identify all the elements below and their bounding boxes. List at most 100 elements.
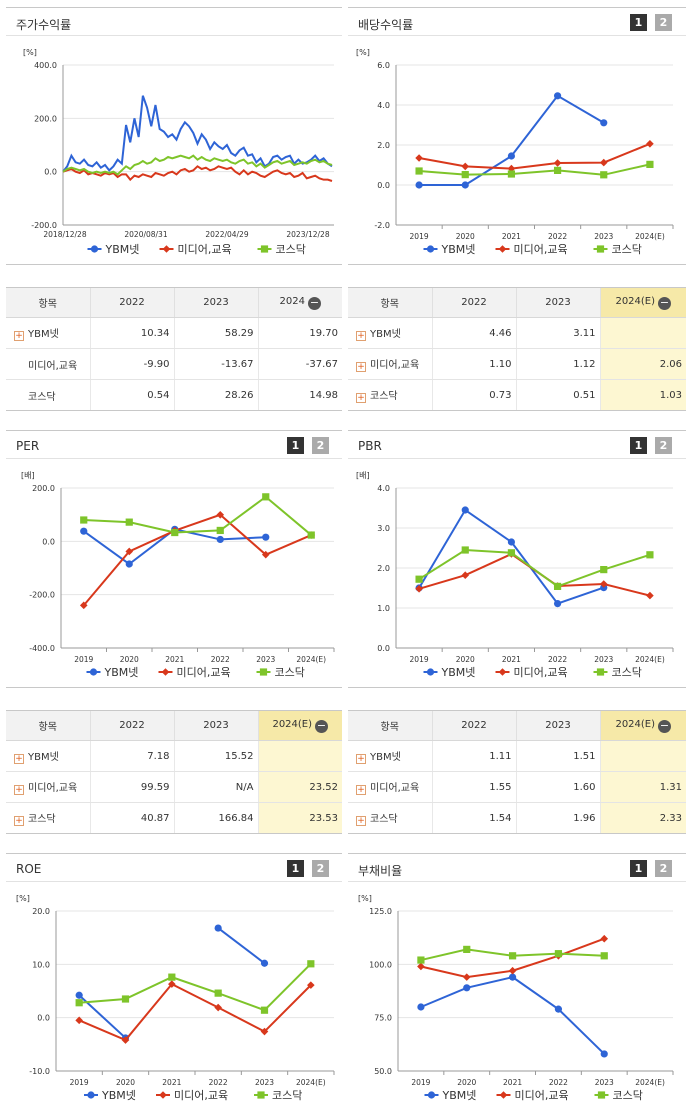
data-point[interactable] xyxy=(554,950,563,958)
expand-icon[interactable]: + xyxy=(14,754,24,764)
data-point[interactable] xyxy=(79,601,88,610)
data-point[interactable] xyxy=(417,956,425,964)
data-point[interactable] xyxy=(646,591,654,600)
page-button-1[interactable]: 1 xyxy=(287,437,304,454)
data-point[interactable] xyxy=(75,999,83,1007)
page-button-2[interactable]: 2 xyxy=(655,437,672,454)
page-button-1[interactable]: 1 xyxy=(287,860,304,877)
expand-icon[interactable]: + xyxy=(14,816,24,826)
data-point[interactable] xyxy=(214,1003,222,1012)
data-point[interactable] xyxy=(214,924,222,932)
data-point[interactable] xyxy=(508,952,517,960)
data-point[interactable] xyxy=(260,1006,269,1014)
legend-marker[interactable] xyxy=(162,245,171,253)
expand-icon[interactable]: + xyxy=(356,816,366,826)
data-point[interactable] xyxy=(599,158,608,167)
data-point[interactable] xyxy=(508,966,517,975)
data-point[interactable] xyxy=(307,960,315,968)
legend-marker[interactable] xyxy=(257,1091,265,1099)
row-label[interactable]: + 미디어,교육 xyxy=(348,348,432,380)
collapse-icon[interactable]: − xyxy=(658,295,672,310)
page-button-2[interactable]: 2 xyxy=(655,860,672,877)
expand-icon[interactable]: + xyxy=(356,754,366,764)
legend-marker[interactable] xyxy=(161,668,170,676)
legend-marker[interactable] xyxy=(498,245,507,253)
data-point[interactable] xyxy=(600,119,608,127)
data-point[interactable] xyxy=(507,549,516,557)
data-point[interactable] xyxy=(507,164,516,173)
page-button-1[interactable]: 1 xyxy=(630,437,647,454)
expand-icon[interactable]: + xyxy=(14,331,24,341)
data-point[interactable] xyxy=(417,1003,425,1011)
legend-marker[interactable] xyxy=(89,668,98,676)
data-point[interactable] xyxy=(415,575,423,583)
data-point[interactable] xyxy=(415,154,423,162)
data-point[interactable] xyxy=(553,582,562,590)
data-point[interactable] xyxy=(461,546,469,554)
data-point[interactable] xyxy=(600,952,608,960)
data-point[interactable] xyxy=(600,934,609,943)
data-point[interactable] xyxy=(507,152,516,160)
row-label[interactable]: + YBM넷 xyxy=(348,740,432,772)
data-point[interactable] xyxy=(75,1016,83,1025)
row-label[interactable]: + 미디어,교육 xyxy=(348,771,432,803)
page-button-1[interactable]: 1 xyxy=(630,860,647,877)
data-point[interactable] xyxy=(80,516,88,524)
data-point[interactable] xyxy=(262,533,270,541)
data-point[interactable] xyxy=(415,585,423,593)
data-point[interactable] xyxy=(214,989,222,997)
page-button-2[interactable]: 2 xyxy=(655,14,672,31)
data-point[interactable] xyxy=(600,566,608,574)
legend-marker[interactable] xyxy=(87,1091,95,1099)
row-label[interactable]: + YBM넷 xyxy=(348,317,432,349)
expand-icon[interactable]: + xyxy=(356,362,366,372)
legend-marker[interactable] xyxy=(596,668,605,676)
row-label[interactable]: + 코스닥 xyxy=(348,802,432,834)
collapse-icon[interactable]: − xyxy=(658,718,672,733)
data-point[interactable] xyxy=(646,160,654,168)
data-point[interactable] xyxy=(507,538,516,546)
data-point[interactable] xyxy=(600,1050,608,1058)
data-point[interactable] xyxy=(463,945,471,953)
data-point[interactable] xyxy=(260,959,269,967)
data-point[interactable] xyxy=(646,140,654,148)
data-point[interactable] xyxy=(415,167,423,175)
data-point[interactable] xyxy=(307,531,315,539)
data-point[interactable] xyxy=(415,181,423,189)
page-button-1[interactable]: 1 xyxy=(630,14,647,31)
page-button-2[interactable]: 2 xyxy=(312,860,329,877)
legend-marker[interactable] xyxy=(159,1091,167,1099)
data-point[interactable] xyxy=(508,973,517,981)
data-point[interactable] xyxy=(216,526,224,535)
data-point[interactable] xyxy=(553,92,562,100)
data-point[interactable] xyxy=(507,170,516,178)
legend-marker[interactable] xyxy=(597,1091,606,1099)
data-point[interactable] xyxy=(125,518,133,526)
data-point[interactable] xyxy=(461,181,469,189)
data-point[interactable] xyxy=(168,973,176,981)
legend-marker[interactable] xyxy=(596,245,605,253)
data-point[interactable] xyxy=(600,171,608,179)
collapse-icon[interactable]: − xyxy=(315,718,329,733)
data-point[interactable] xyxy=(461,171,469,179)
data-point[interactable] xyxy=(262,493,270,501)
data-point[interactable] xyxy=(261,550,270,559)
legend-marker[interactable] xyxy=(499,1091,508,1099)
data-point[interactable] xyxy=(307,981,315,989)
legend-marker[interactable] xyxy=(427,1091,436,1099)
legend-marker[interactable] xyxy=(498,668,507,676)
data-point[interactable] xyxy=(417,962,425,971)
expand-icon[interactable]: + xyxy=(356,785,366,795)
legend-marker[interactable] xyxy=(426,245,435,253)
data-point[interactable] xyxy=(171,528,179,537)
data-point[interactable] xyxy=(462,973,471,981)
row-label[interactable]: + 코스닥 xyxy=(348,379,432,411)
data-point[interactable] xyxy=(553,166,562,174)
row-label[interactable]: + 미디어,교육 xyxy=(6,771,90,803)
data-point[interactable] xyxy=(125,560,133,568)
expand-icon[interactable]: + xyxy=(14,785,24,795)
page-button-2[interactable]: 2 xyxy=(312,437,329,454)
row-label[interactable]: + 코스닥 xyxy=(6,802,90,834)
expand-icon[interactable]: + xyxy=(356,393,366,403)
legend-marker[interactable] xyxy=(259,668,268,676)
